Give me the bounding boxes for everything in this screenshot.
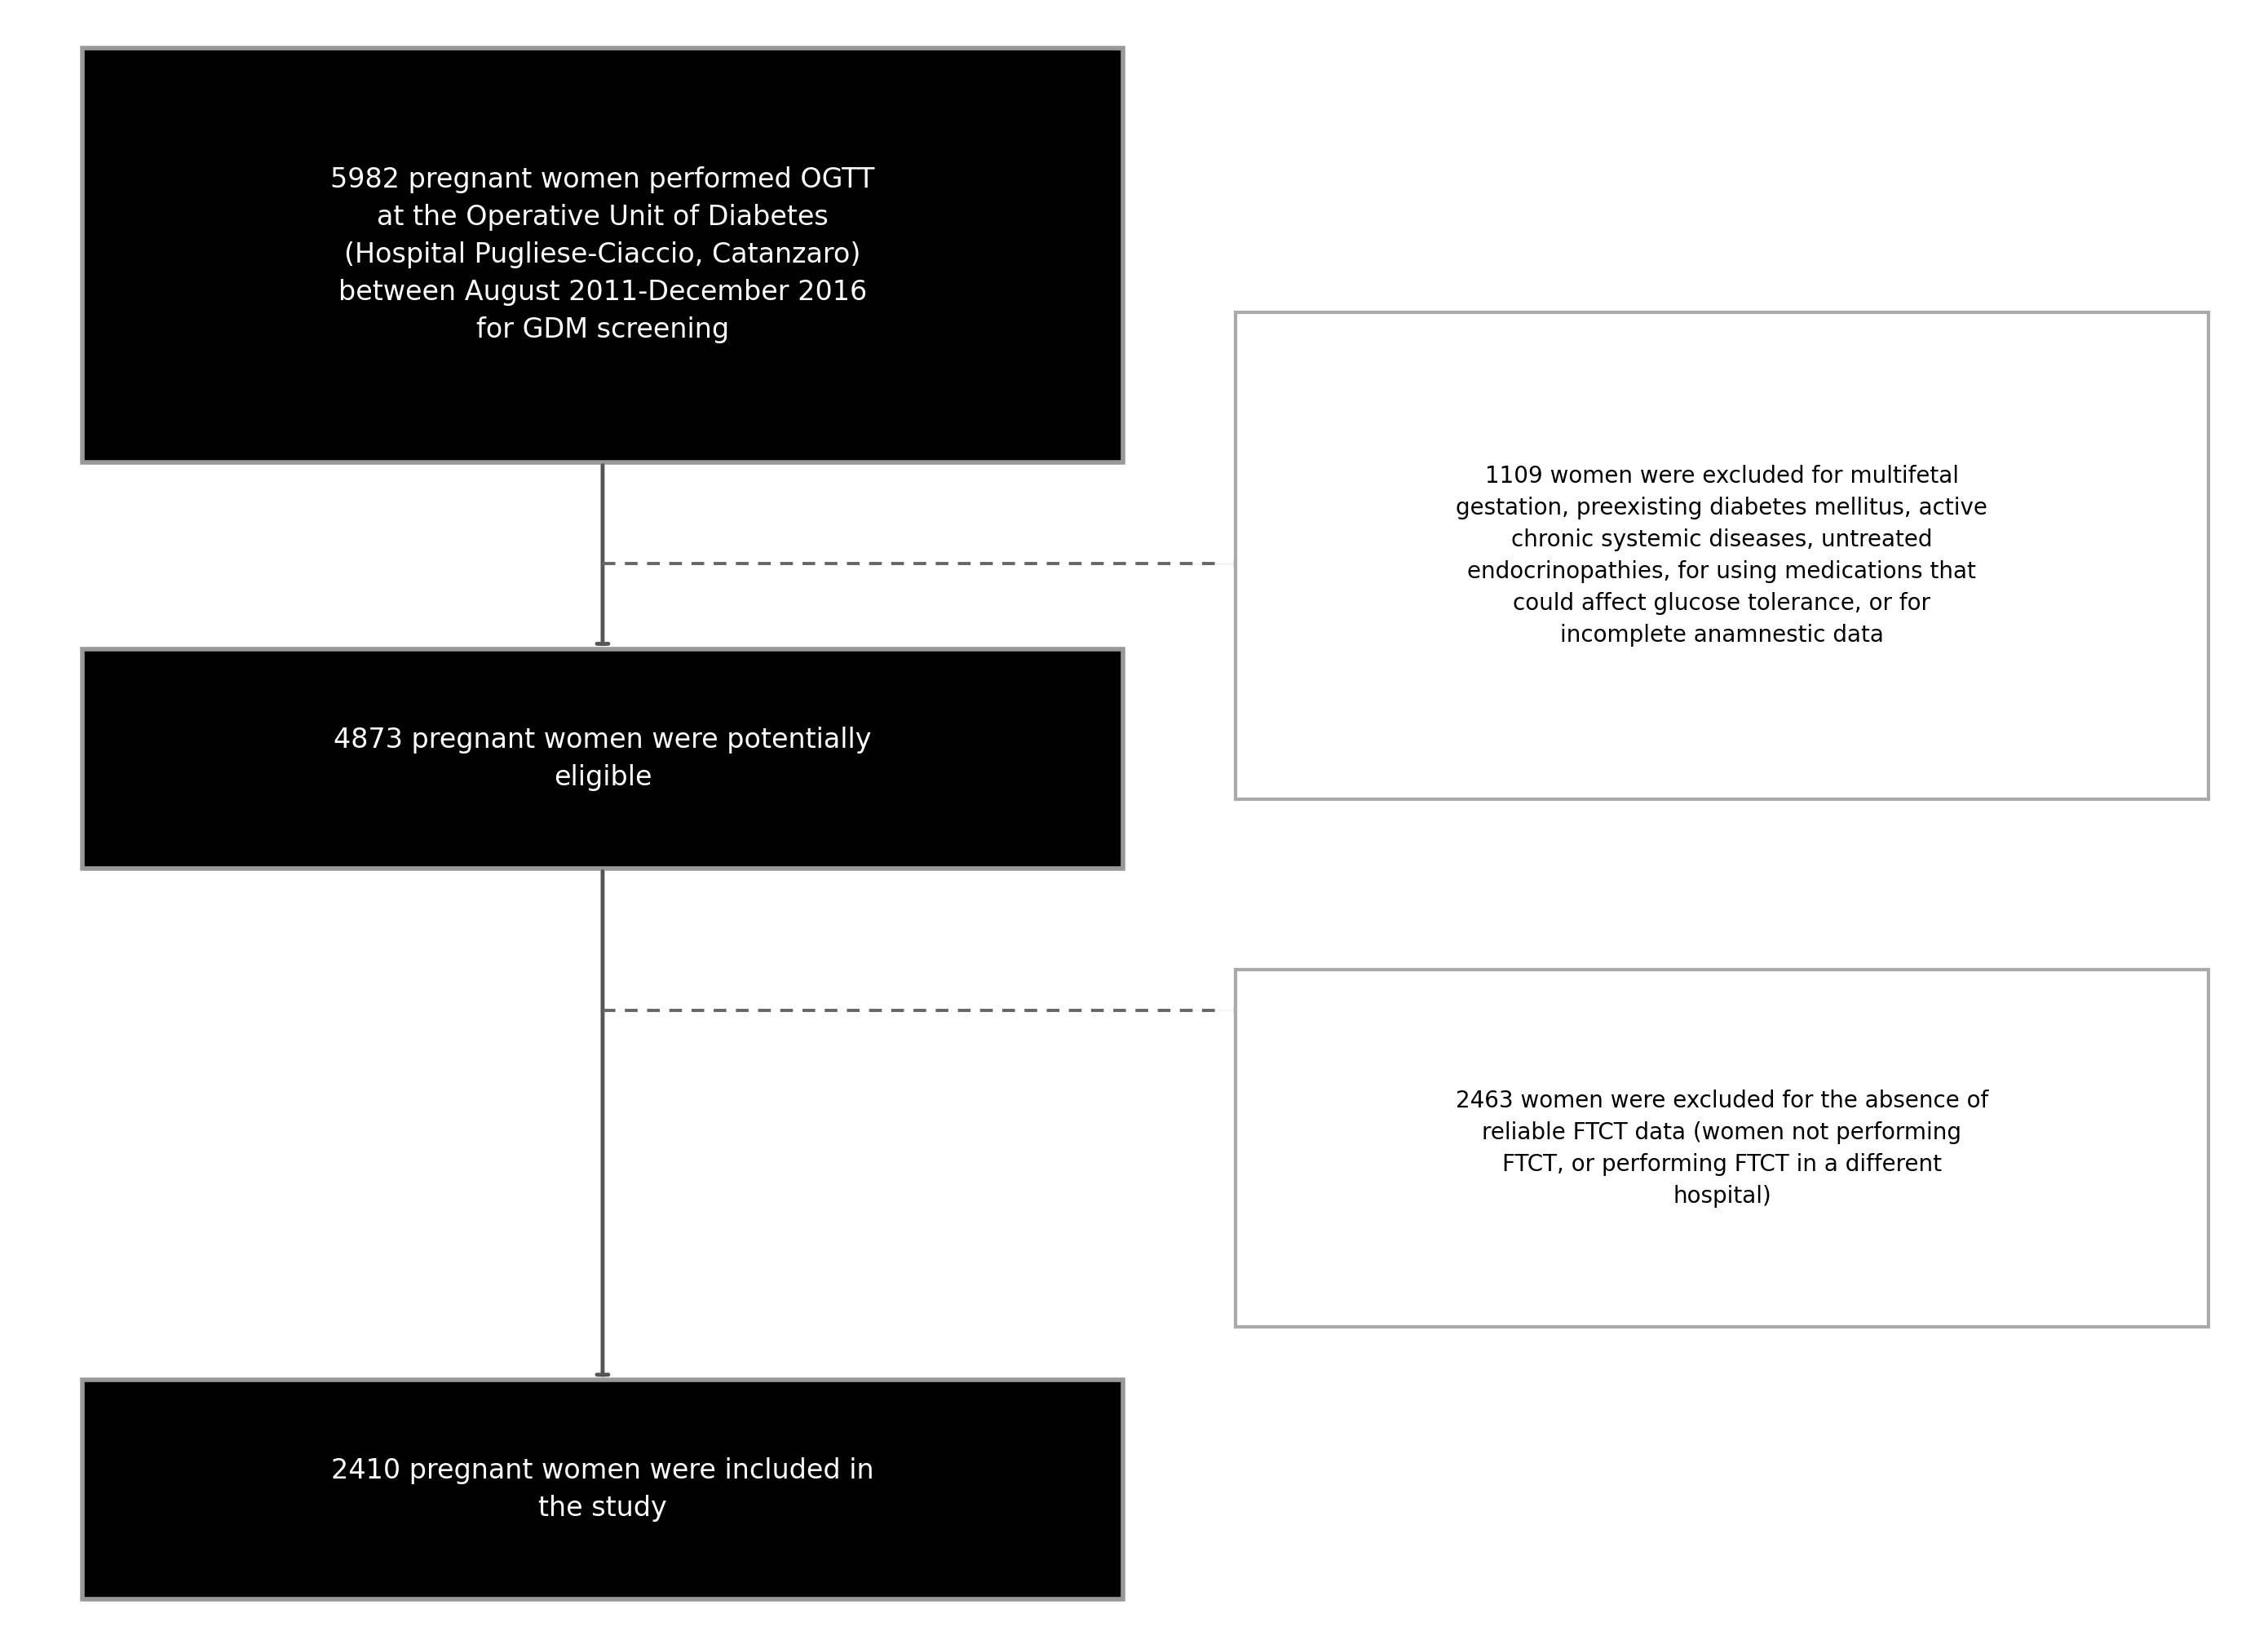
FancyBboxPatch shape — [1236, 312, 2209, 799]
Text: 4873 pregnant women were potentially
eligible: 4873 pregnant women were potentially eli… — [333, 726, 871, 791]
Text: 2463 women were excluded for the absence of
reliable FTCT data (women not perfor: 2463 women were excluded for the absence… — [1456, 1090, 1989, 1207]
FancyBboxPatch shape — [82, 47, 1123, 462]
Text: 5982 pregnant women performed OGTT
at the Operative Unit of Diabetes
(Hospital P: 5982 pregnant women performed OGTT at th… — [331, 166, 875, 344]
Text: 1109 women were excluded for multifetal
gestation, preexisting diabetes mellitus: 1109 women were excluded for multifetal … — [1456, 465, 1987, 646]
FancyBboxPatch shape — [82, 649, 1123, 868]
FancyBboxPatch shape — [82, 1380, 1123, 1598]
FancyBboxPatch shape — [1236, 970, 2209, 1328]
Text: 2410 pregnant women were included in
the study: 2410 pregnant women were included in the… — [331, 1458, 873, 1522]
